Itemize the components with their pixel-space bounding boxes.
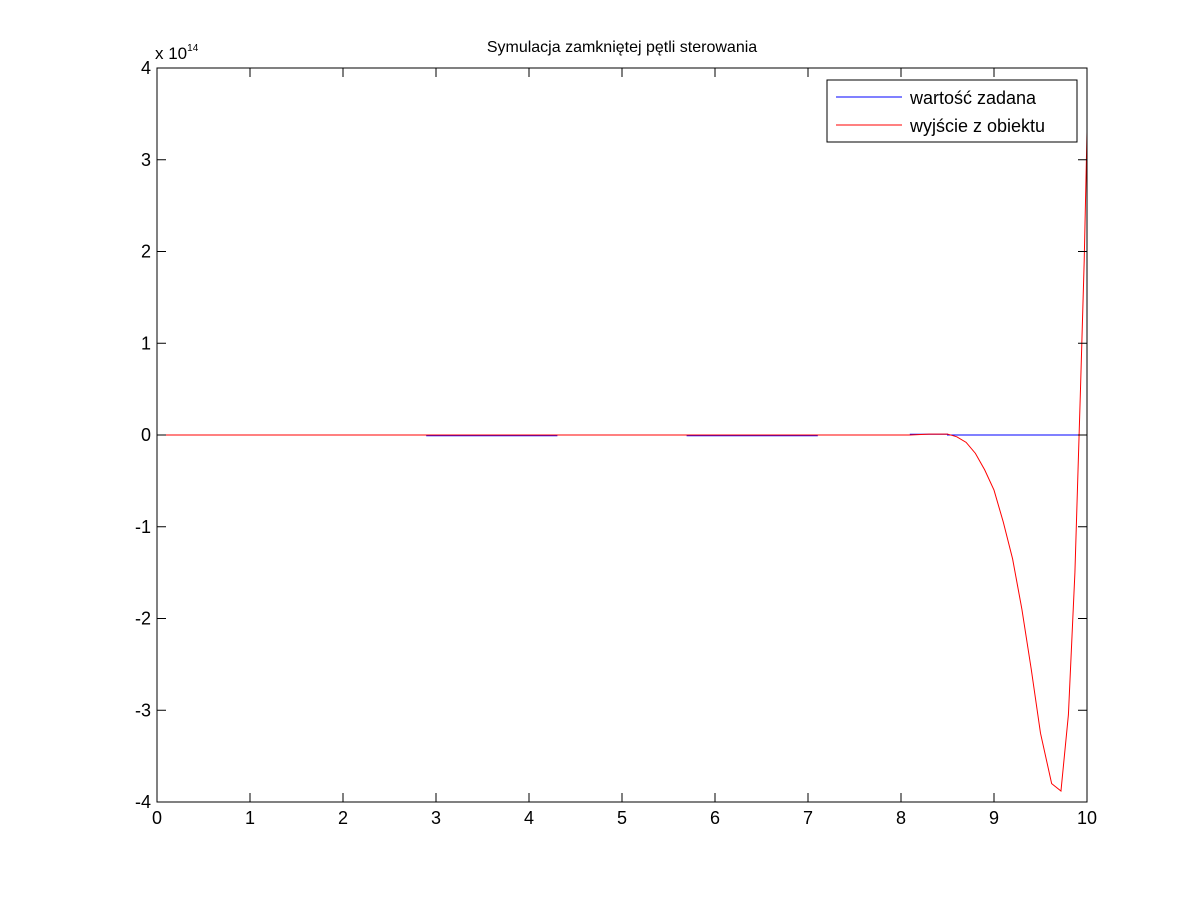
y-tick-label: -2 [135,609,151,629]
y-tick-label: -4 [135,792,151,812]
axis-ticks: 0 1 2 3 4 5 6 7 8 9 10 -4 -3 -2 -1 0 1 2 3 4 [135,58,1097,828]
y-tick-label: 1 [141,333,151,353]
y-tick-label: 2 [141,242,151,262]
y-tick-label: 3 [141,150,151,170]
x-tick-label: 3 [431,808,441,828]
y-scale-base: x 10 [155,44,187,63]
y-tick-label: -3 [135,700,151,720]
x-tick-label: 6 [710,808,720,828]
y-tick-label: 4 [141,58,151,78]
legend: wartość zadana wyjście z obiektu [826,79,1078,143]
x-tick-label: 8 [896,808,906,828]
plot-area [157,132,1088,792]
x-tick-label: 7 [803,808,813,828]
legend-label-setpoint: wartość zadana [909,88,1037,108]
x-tick-label: 9 [989,808,999,828]
legend-label-output: wyjście z obiektu [909,116,1045,136]
legend-box [826,79,1078,143]
x-tick-label: 1 [245,808,255,828]
x-tick-label: 4 [524,808,534,828]
y-scale-exponent: 14 [187,43,199,54]
x-tick-label: 0 [152,808,162,828]
y-tick-label: -1 [135,517,151,537]
chart-title: Symulacja zamkniętej pętli sterowania [487,39,757,56]
x-tick-label: 10 [1077,808,1097,828]
y-scale-label: x 1014 [155,43,199,63]
y-tick-label: 0 [141,425,151,445]
series-line-1 [157,132,1088,792]
x-tick-label: 2 [338,808,348,828]
x-tick-label: 5 [617,808,627,828]
